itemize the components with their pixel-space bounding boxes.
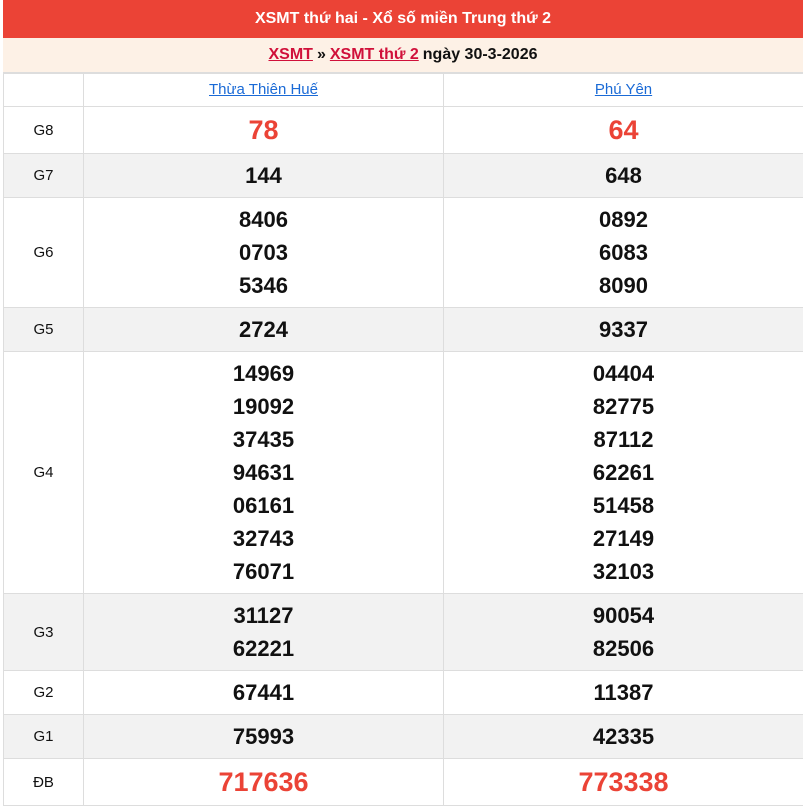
breadcrumb-link-xsmt-thu-2[interactable]: XSMT thứ 2 (329, 46, 419, 63)
prize-number: 11387 (593, 680, 654, 705)
prize-number: 27149 (592, 526, 655, 551)
prize-label: G4 (3, 351, 84, 594)
province-header-row: Thừa Thiên Huế Phú Yên (3, 73, 803, 107)
prize-number: 8406 (239, 207, 288, 232)
prize-cell: 144 (83, 153, 444, 198)
prize-row: G4 14969 19092 37435 94631 06161 32743 76071 044… (3, 351, 803, 594)
prize-row: G2 67441 11387 (3, 670, 803, 715)
province-link-phu-yen[interactable]: Phú Yên (594, 81, 653, 98)
prize-row: G5 2724 9337 (3, 307, 803, 352)
prize-number: 5346 (239, 273, 288, 298)
prize-cell: 04404 82775 87112 62261 51458 27149 32103 (443, 351, 803, 594)
prize-cell: 42335 (443, 714, 803, 759)
prize-number: 9337 (599, 317, 648, 342)
prize-number: 82775 (592, 394, 655, 419)
prize-cell: 773338 (443, 758, 803, 806)
prize-number: 04404 (592, 361, 655, 386)
results-container: XSMT thứ hai - Xổ số miền Trung thứ 2 XS… (3, 0, 803, 806)
prize-label: ĐB (3, 758, 84, 806)
province-header: Phú Yên (443, 73, 803, 107)
breadcrumb-separator: » (316, 46, 326, 63)
page-title: XSMT thứ hai - Xổ số miền Trung thứ 2 (3, 0, 803, 38)
prize-number: 87112 (593, 427, 654, 452)
prize-number: 6083 (599, 240, 648, 265)
results-table: Thừa Thiên Huế Phú Yên G8 78 64 G7 144 648 G6 8… (3, 73, 803, 806)
prize-number: 31127 (233, 603, 294, 628)
prize-number: 64 (608, 115, 639, 145)
prize-number: 773338 (578, 767, 669, 797)
prize-number: 82506 (592, 636, 655, 661)
prize-number: 0892 (599, 207, 648, 232)
prize-number: 67441 (232, 680, 295, 705)
prize-label: G8 (3, 106, 84, 154)
empty-header-cell (3, 73, 84, 107)
prize-label: G5 (3, 307, 84, 352)
prize-label: G6 (3, 197, 84, 308)
prize-cell: 64 (443, 106, 803, 154)
prize-number: 32743 (232, 526, 295, 551)
prize-number: 32103 (592, 559, 655, 584)
prize-number: 76071 (232, 559, 295, 584)
prize-number: 90054 (592, 603, 655, 628)
prize-number: 51458 (592, 493, 655, 518)
prize-row: G3 31127 62221 90054 82506 (3, 593, 803, 671)
prize-label: G2 (3, 670, 84, 715)
prize-label: G1 (3, 714, 84, 759)
province-header: Thừa Thiên Huế (83, 73, 444, 107)
prize-row: G6 8406 0703 5346 0892 6083 8090 (3, 197, 803, 308)
prize-number: 8090 (599, 273, 648, 298)
prize-number: 0703 (239, 240, 288, 265)
prize-number: 62261 (592, 460, 655, 485)
prize-cell: 31127 62221 (83, 593, 444, 671)
prize-cell: 9337 (443, 307, 803, 352)
prize-cell: 0892 6083 8090 (443, 197, 803, 308)
prize-number: 648 (605, 163, 642, 188)
prize-number: 2724 (239, 317, 288, 342)
prize-cell: 8406 0703 5346 (83, 197, 444, 308)
prize-label: G7 (3, 153, 84, 198)
prize-cell: 11387 (443, 670, 803, 715)
prize-number: 717636 (218, 767, 309, 797)
prize-cell: 75993 (83, 714, 444, 759)
prize-row: ĐB 717636 773338 (3, 758, 803, 806)
province-link-thua-thien-hue[interactable]: Thừa Thiên Huế (209, 81, 318, 98)
prize-label: G3 (3, 593, 84, 671)
prize-number: 144 (245, 163, 282, 188)
draw-date: ngày 30-3-2026 (422, 46, 538, 63)
prize-row: G1 75993 42335 (3, 714, 803, 759)
prize-row: G7 144 648 (3, 153, 803, 198)
prize-cell: 717636 (83, 758, 444, 806)
prize-number: 62221 (232, 636, 295, 661)
prize-number: 19092 (232, 394, 295, 419)
prize-cell: 78 (83, 106, 444, 154)
prize-number: 14969 (232, 361, 295, 386)
prize-number: 94631 (232, 460, 295, 485)
prize-number: 42335 (592, 724, 655, 749)
prize-number: 75993 (232, 724, 295, 749)
prize-cell: 14969 19092 37435 94631 06161 32743 76071 (83, 351, 444, 594)
prize-row: G8 78 64 (3, 106, 803, 154)
prize-cell: 67441 (83, 670, 444, 715)
prize-number: 06161 (232, 493, 295, 518)
prize-cell: 648 (443, 153, 803, 198)
breadcrumb: XSMT » XSMT thứ 2 ngày 30-3-2026 (3, 38, 803, 73)
prize-cell: 90054 82506 (443, 593, 803, 671)
prize-number: 37435 (232, 427, 295, 452)
breadcrumb-link-xsmt[interactable]: XSMT (268, 46, 313, 63)
prize-cell: 2724 (83, 307, 444, 352)
prize-number: 78 (248, 115, 279, 145)
